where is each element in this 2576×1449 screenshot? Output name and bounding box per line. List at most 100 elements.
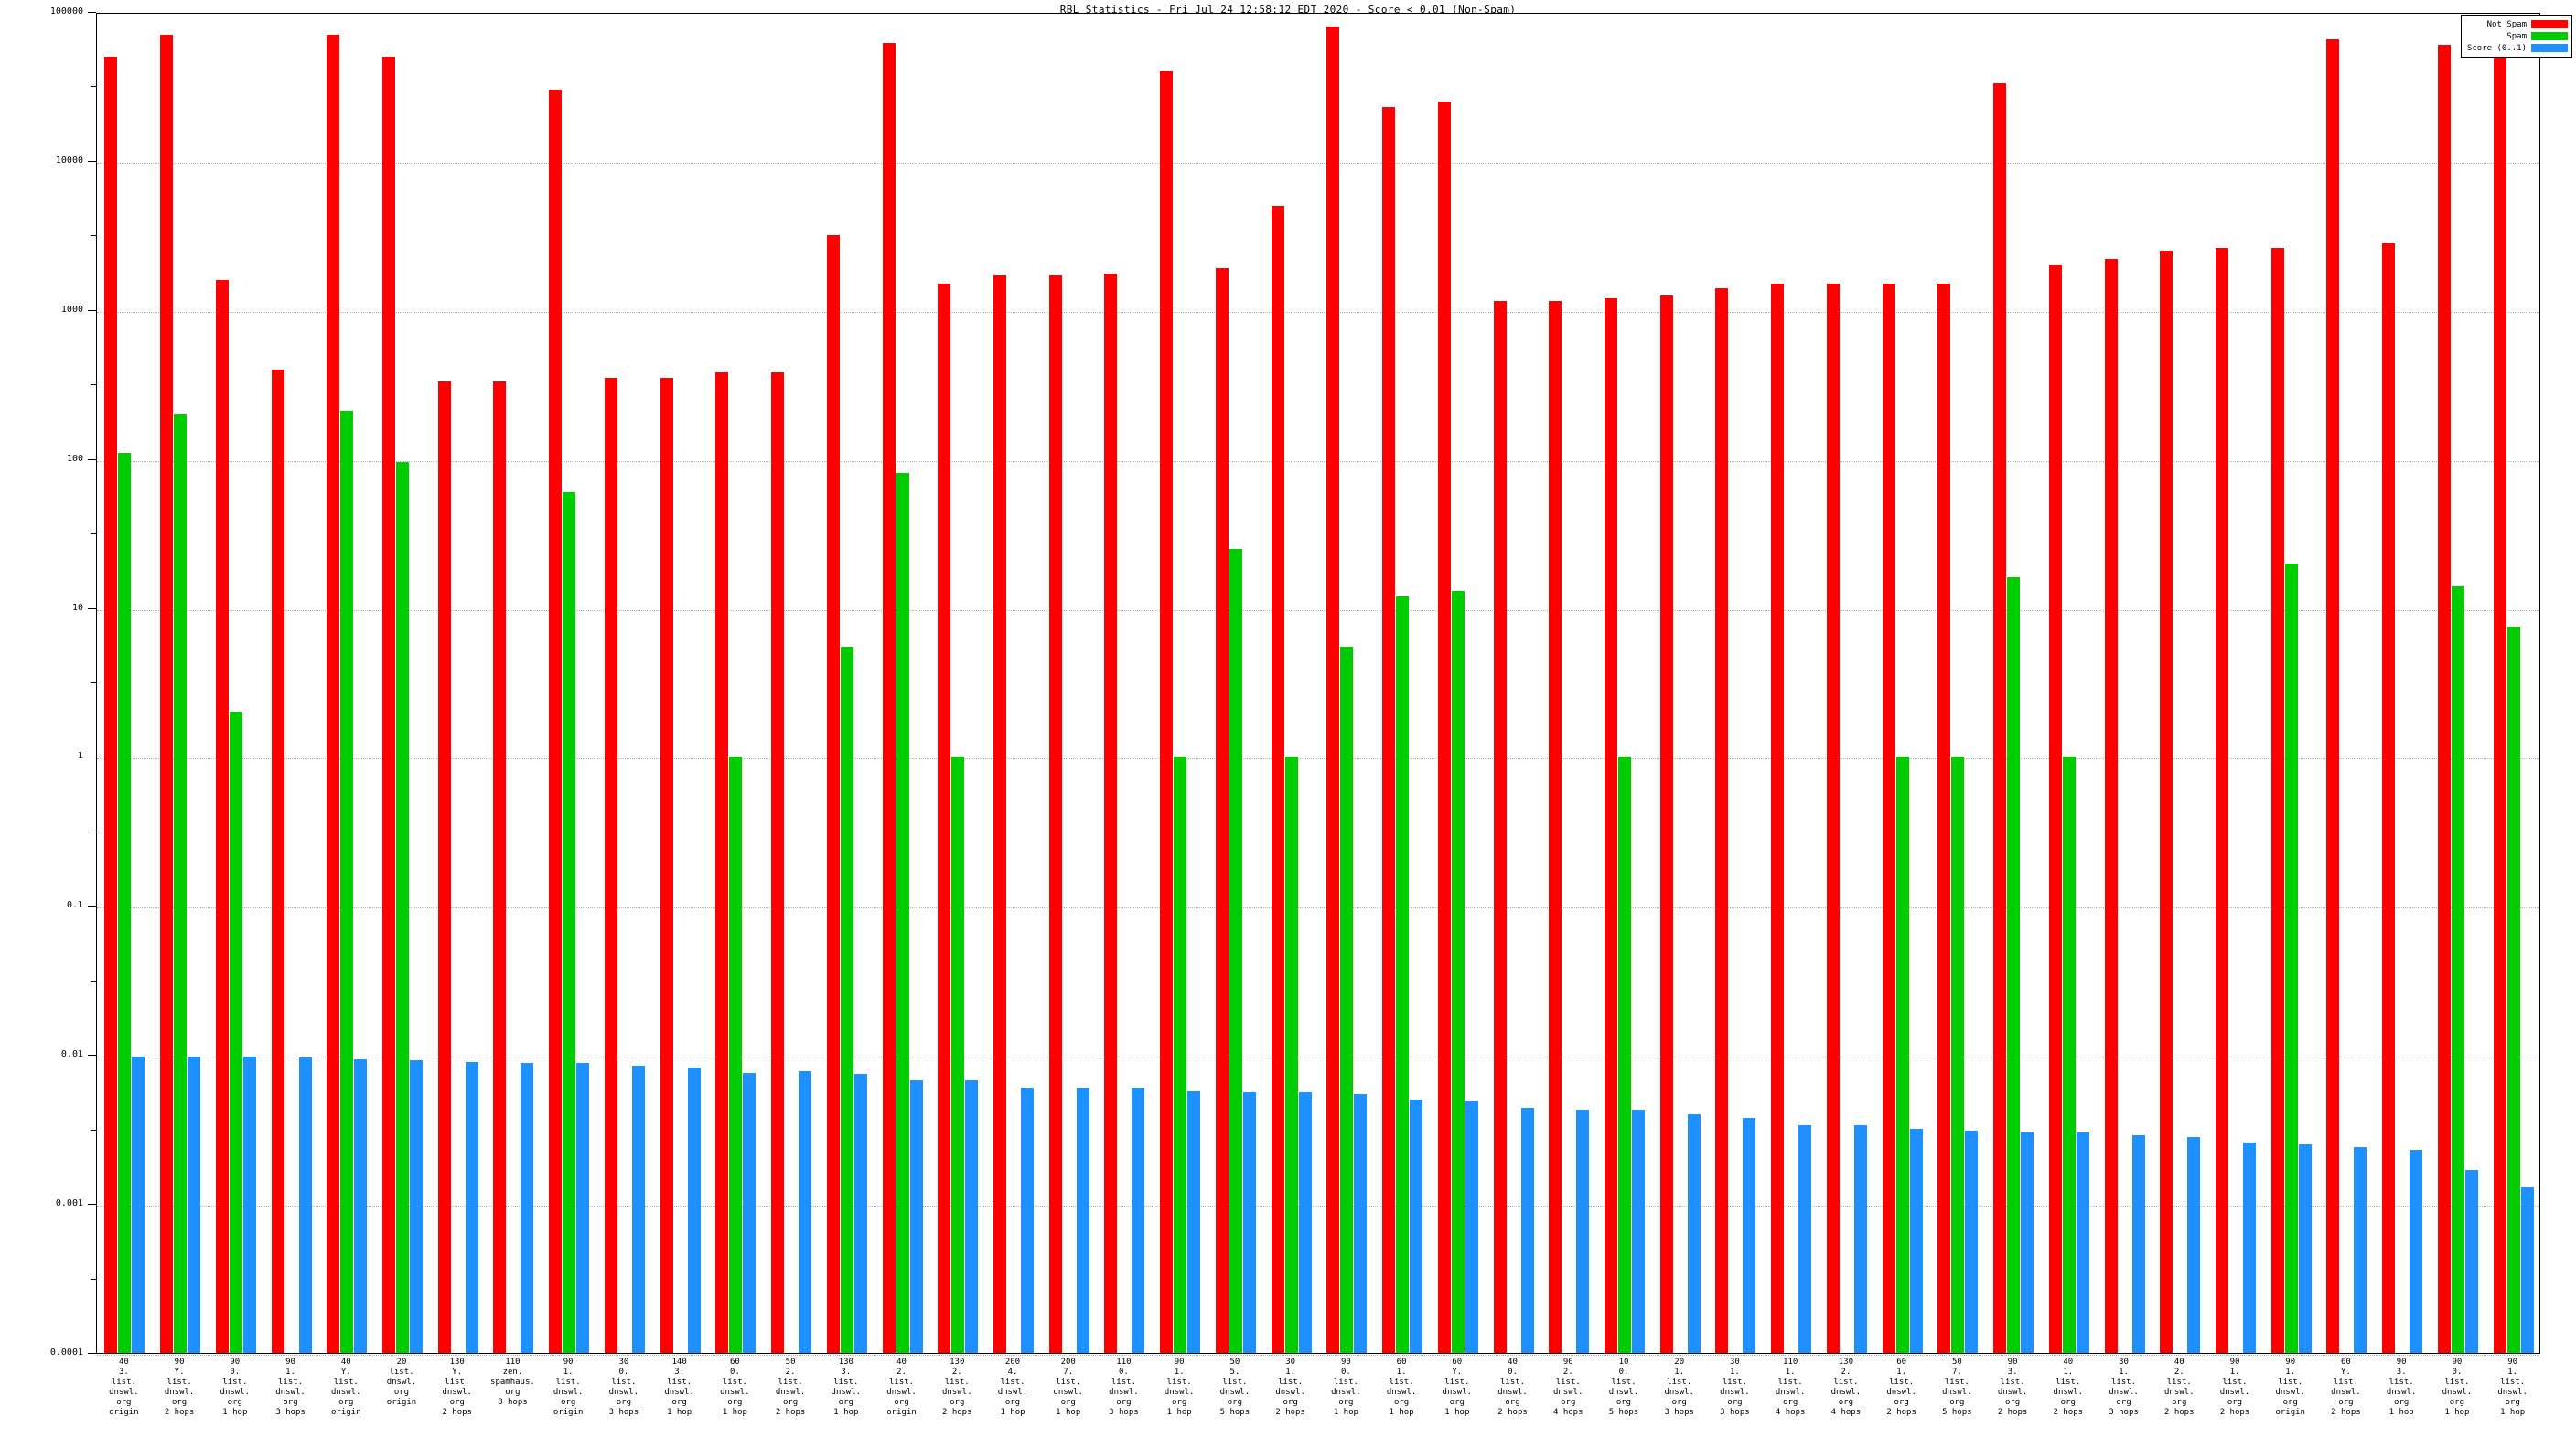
bar-group[interactable] — [708, 14, 764, 1353]
bar-group[interactable] — [1041, 14, 1097, 1353]
bar-score[interactable] — [409, 1060, 423, 1353]
bar-score[interactable] — [1465, 1100, 1478, 1353]
bar-score[interactable] — [1965, 1131, 1979, 1353]
bar-score[interactable] — [2520, 1186, 2534, 1353]
bar-score[interactable] — [1410, 1100, 1423, 1353]
bar-not-spam[interactable] — [493, 381, 507, 1353]
bar-group[interactable] — [2375, 14, 2431, 1353]
bar-not-spam[interactable] — [2270, 248, 2284, 1353]
bar-group[interactable] — [1541, 14, 1597, 1353]
bar-not-spam[interactable] — [1826, 284, 1840, 1353]
bar-group[interactable] — [2152, 14, 2208, 1353]
bar-not-spam[interactable] — [1271, 205, 1284, 1353]
bar-spam[interactable] — [896, 473, 909, 1353]
bar-not-spam[interactable] — [1437, 102, 1451, 1353]
bar-not-spam[interactable] — [2160, 250, 2174, 1353]
bar-group[interactable] — [208, 14, 263, 1353]
bar-score[interactable] — [298, 1057, 312, 1353]
bar-group[interactable] — [375, 14, 431, 1353]
bar-group[interactable] — [2485, 14, 2541, 1353]
bar-group[interactable] — [319, 14, 375, 1353]
bar-score[interactable] — [2298, 1144, 2312, 1353]
bar-spam[interactable] — [395, 462, 409, 1353]
bar-not-spam[interactable] — [2437, 45, 2451, 1353]
bar-score[interactable] — [1298, 1092, 1312, 1353]
bar-score[interactable] — [1576, 1109, 1590, 1353]
bar-spam[interactable] — [340, 411, 354, 1353]
bar-score[interactable] — [2410, 1150, 2423, 1353]
bar-not-spam[interactable] — [660, 378, 673, 1353]
bar-spam[interactable] — [840, 646, 853, 1353]
bar-group[interactable] — [1597, 14, 1653, 1353]
bar-not-spam[interactable] — [1659, 295, 1673, 1353]
bar-spam[interactable] — [174, 413, 188, 1353]
bar-score[interactable] — [2242, 1142, 2256, 1353]
bar-group[interactable] — [2208, 14, 2264, 1353]
bar-group[interactable] — [263, 14, 319, 1353]
bar-score[interactable] — [1354, 1093, 1368, 1353]
bar-not-spam[interactable] — [1215, 268, 1229, 1353]
bar-not-spam[interactable] — [160, 35, 174, 1353]
bar-group[interactable] — [1874, 14, 1930, 1353]
bar-score[interactable] — [188, 1056, 201, 1353]
bar-score[interactable] — [853, 1073, 867, 1353]
bar-spam[interactable] — [1229, 548, 1242, 1353]
bar-not-spam[interactable] — [1604, 297, 1617, 1353]
bar-spam[interactable] — [2506, 626, 2520, 1353]
bar-group[interactable] — [1153, 14, 1208, 1353]
bar-score[interactable] — [1132, 1088, 1145, 1353]
bar-spam[interactable] — [563, 491, 576, 1353]
bar-score[interactable] — [965, 1079, 979, 1353]
bar-spam[interactable] — [2062, 757, 2076, 1353]
bar-not-spam[interactable] — [2382, 242, 2396, 1353]
bar-group[interactable] — [819, 14, 875, 1353]
bar-group[interactable] — [1930, 14, 1986, 1353]
bar-group[interactable] — [1208, 14, 1264, 1353]
bar-group[interactable] — [2319, 14, 2375, 1353]
bar-group[interactable] — [986, 14, 1042, 1353]
bar-not-spam[interactable] — [1048, 275, 1062, 1353]
bar-not-spam[interactable] — [1326, 26, 1340, 1353]
bar-not-spam[interactable] — [1104, 274, 1118, 1353]
bar-score[interactable] — [1798, 1124, 1812, 1353]
bar-score[interactable] — [242, 1056, 256, 1353]
bar-not-spam[interactable] — [215, 279, 229, 1353]
bar-not-spam[interactable] — [993, 275, 1006, 1353]
bar-score[interactable] — [2021, 1132, 2034, 1353]
bar-group[interactable] — [1819, 14, 1875, 1353]
bar-spam[interactable] — [1617, 757, 1631, 1353]
bar-not-spam[interactable] — [1493, 300, 1507, 1353]
bar-group[interactable] — [1652, 14, 1708, 1353]
bar-group[interactable] — [2263, 14, 2319, 1353]
bar-group[interactable] — [1986, 14, 2042, 1353]
bar-not-spam[interactable] — [1549, 300, 1562, 1353]
bar-score[interactable] — [1187, 1091, 1201, 1353]
bar-not-spam[interactable] — [549, 90, 563, 1353]
bar-spam[interactable] — [1340, 646, 1354, 1353]
bar-score[interactable] — [1631, 1109, 1645, 1353]
bar-not-spam[interactable] — [1771, 284, 1785, 1353]
bar-not-spam[interactable] — [437, 381, 451, 1353]
bar-score[interactable] — [1853, 1124, 1867, 1353]
bar-spam[interactable] — [1174, 757, 1187, 1353]
bar-not-spam[interactable] — [938, 284, 951, 1353]
bar-spam[interactable] — [1951, 757, 1965, 1353]
bar-score[interactable] — [2187, 1137, 2201, 1353]
bar-not-spam[interactable] — [2215, 248, 2228, 1353]
bar-not-spam[interactable] — [2104, 259, 2118, 1353]
bar-group[interactable] — [1319, 14, 1375, 1353]
bar-spam[interactable] — [1895, 757, 1909, 1353]
bar-spam[interactable] — [1396, 596, 1410, 1353]
bar-not-spam[interactable] — [771, 372, 785, 1353]
bar-group[interactable] — [875, 14, 930, 1353]
bar-score[interactable] — [1242, 1092, 1256, 1353]
bar-group[interactable] — [486, 14, 542, 1353]
bar-group[interactable] — [2041, 14, 2097, 1353]
bar-group[interactable] — [652, 14, 708, 1353]
bar-score[interactable] — [2354, 1147, 2367, 1353]
bar-group[interactable] — [1708, 14, 1764, 1353]
bar-score[interactable] — [132, 1056, 145, 1353]
bar-group[interactable] — [1430, 14, 1486, 1353]
bar-score[interactable] — [576, 1063, 590, 1353]
bar-spam[interactable] — [2007, 577, 2021, 1353]
